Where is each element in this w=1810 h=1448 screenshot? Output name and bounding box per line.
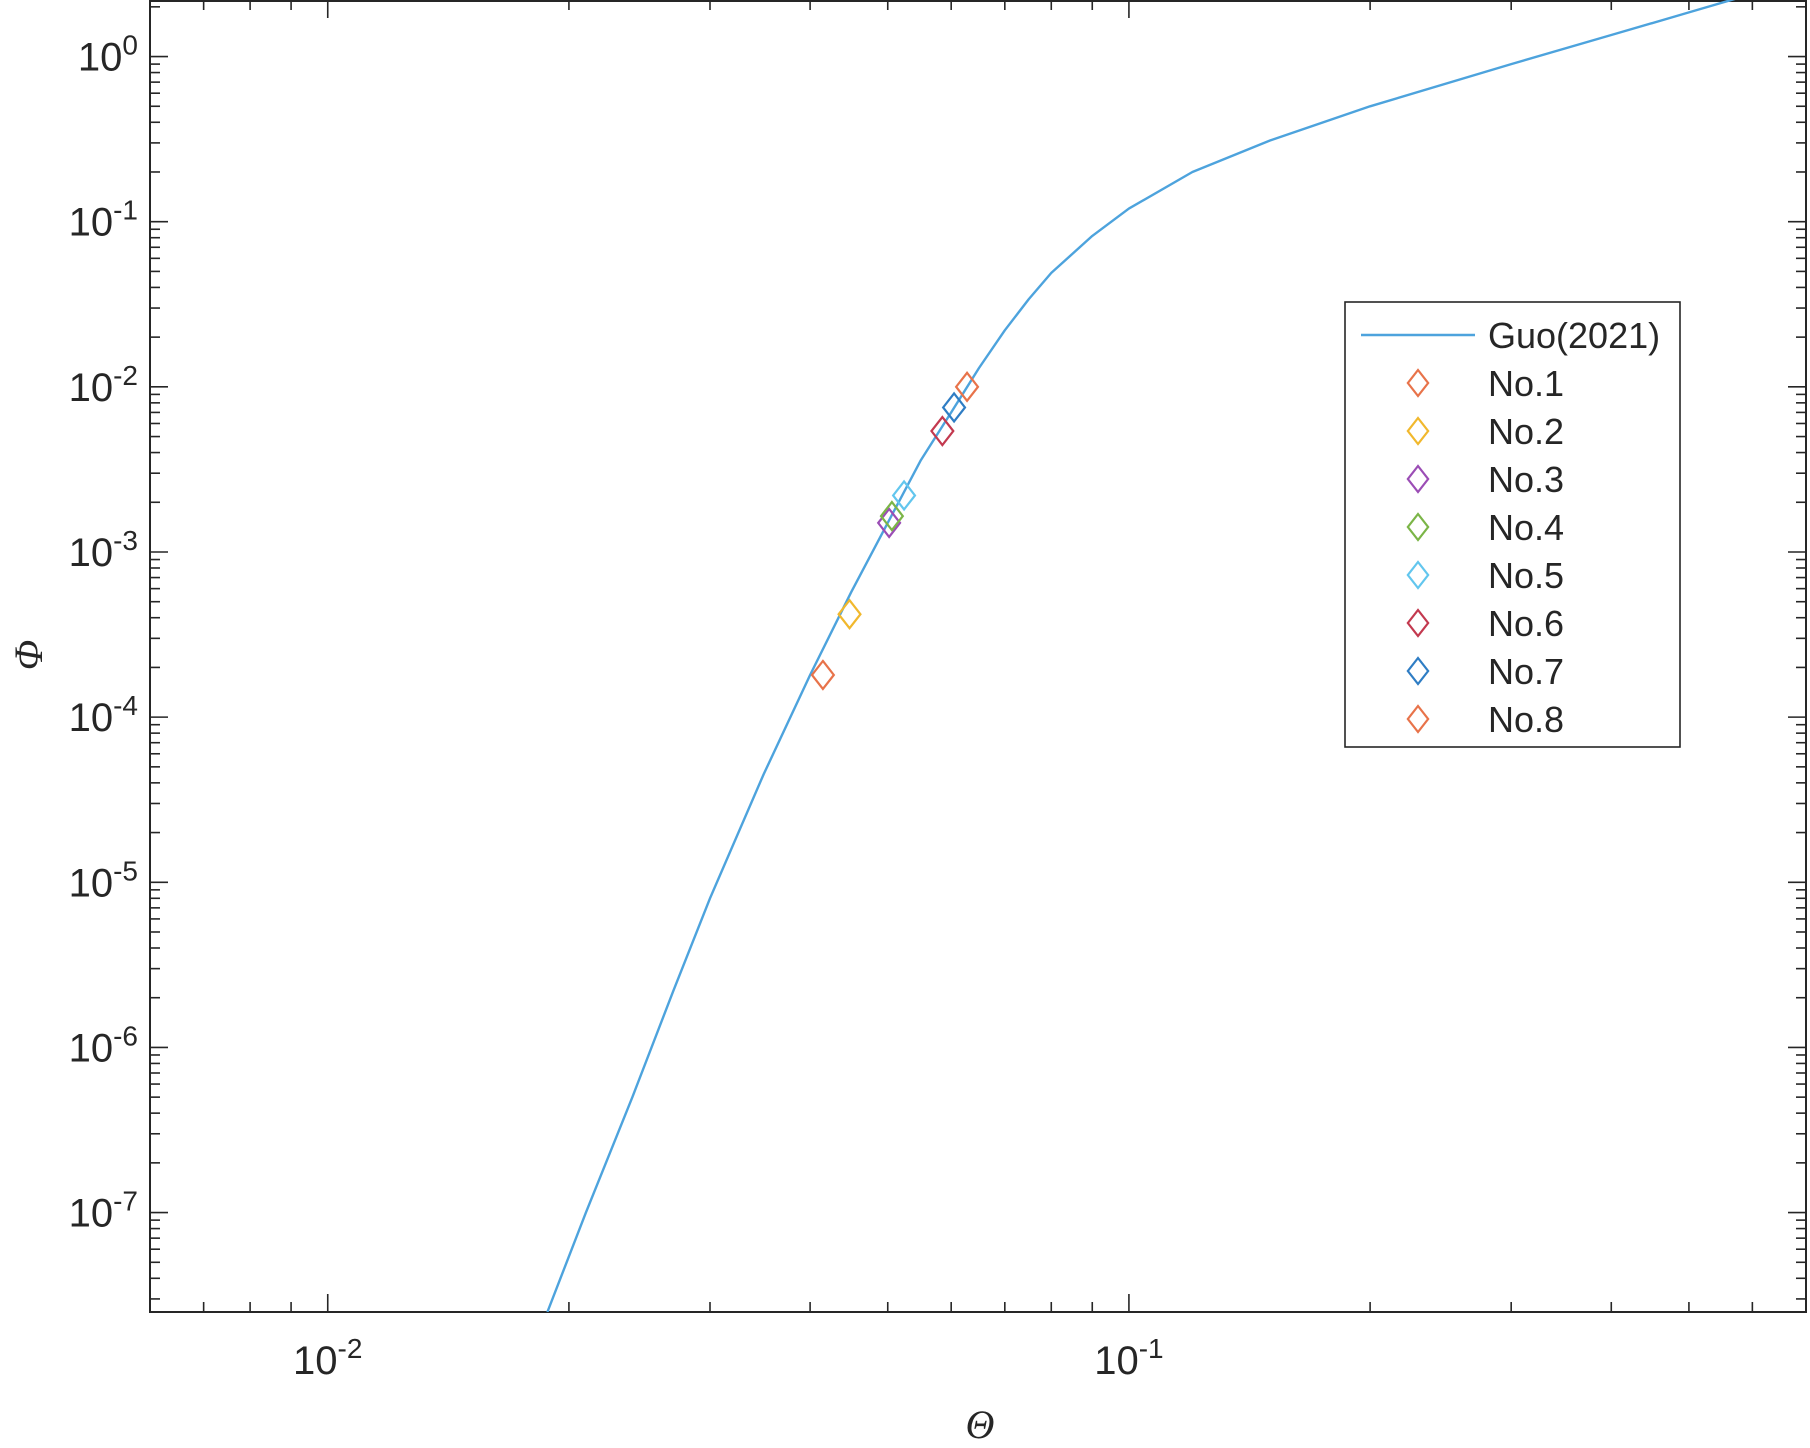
data-point-no-6 [930, 415, 955, 447]
legend-marker-no-1 [1406, 368, 1430, 398]
data-point-no-2 [837, 598, 862, 630]
y-tick-label-exponent: -6 [113, 1020, 138, 1051]
y-tick-label-exponent: -3 [113, 525, 138, 556]
legend-label-no-8: No.8 [1488, 699, 1564, 740]
x-axis-label: Θ [966, 1402, 995, 1443]
legend-label-no-1: No.1 [1488, 363, 1564, 404]
y-tick-label-exponent: -7 [113, 1186, 138, 1217]
plot-frame [149, 0, 1807, 1313]
x-tick-label: 10-2 [293, 1333, 362, 1383]
data-point-no-1 [810, 659, 836, 691]
data-point-no-7 [941, 391, 967, 424]
y-tick-label: 100 [78, 30, 138, 80]
y-tick-label: 10-6 [69, 1020, 138, 1070]
y-tick-label-exponent: -5 [113, 855, 138, 886]
y-tick-label-base: 10 [69, 201, 114, 245]
legend-label-no-2: No.2 [1488, 411, 1564, 452]
legend-marker-no-2 [1406, 416, 1430, 446]
y-tick-label: 10-5 [69, 855, 138, 905]
legend-marker-no-5 [1406, 560, 1430, 590]
legend-box [1344, 301, 1681, 748]
series-line-guo-2021 [546, 0, 1736, 1312]
legend-label-guo-2021: Guo(2021) [1488, 315, 1660, 356]
y-tick-label-base: 10 [69, 696, 114, 740]
y-tick-label-base: 10 [69, 861, 114, 905]
y-tick-label-base: 10 [69, 1026, 114, 1070]
x-tick-label-exponent: -2 [338, 1333, 363, 1364]
legend-marker-no-8 [1406, 704, 1430, 734]
y-tick-label-base: 10 [69, 1192, 114, 1236]
y-tick-label-exponent: -2 [113, 360, 138, 391]
y-tick-label: 10-4 [69, 690, 138, 740]
y-tick-label-exponent: -1 [113, 195, 138, 226]
data-point-no-8 [954, 371, 980, 403]
legend-marker-no-6 [1406, 608, 1430, 638]
y-tick-label: 10-7 [69, 1186, 138, 1236]
legend-marker-no-3 [1406, 464, 1430, 494]
legend-label-no-5: No.5 [1488, 555, 1564, 596]
data-point-no-4 [879, 500, 905, 532]
y-axis-label: Φ [6, 640, 51, 670]
legend-marker-no-7 [1406, 656, 1430, 686]
legend-label-no-6: No.6 [1488, 603, 1564, 644]
x-tick-label: 10-1 [1094, 1333, 1163, 1383]
y-tick-label-exponent: -4 [113, 690, 138, 721]
x-tick-label-exponent: -1 [1139, 1333, 1164, 1364]
series-layer [546, 0, 1736, 1312]
y-tick-label: 10-1 [69, 195, 138, 245]
y-tick-label-exponent: 0 [122, 30, 138, 61]
y-tick-label-base: 10 [78, 36, 123, 80]
legend-label-no-3: No.3 [1488, 459, 1564, 500]
y-tick-label: 10-2 [69, 360, 138, 410]
x-tick-label-base: 10 [293, 1339, 338, 1383]
y-tick-label-base: 10 [69, 531, 114, 575]
y-tick-label: 10-3 [69, 525, 138, 575]
data-point-no-5 [891, 479, 917, 512]
legend-label-no-7: No.7 [1488, 651, 1564, 692]
legend-marker-no-4 [1406, 512, 1430, 542]
legend-label-no-4: No.4 [1488, 507, 1564, 548]
y-tick-label-base: 10 [69, 366, 114, 410]
x-tick-label-base: 10 [1094, 1339, 1139, 1383]
